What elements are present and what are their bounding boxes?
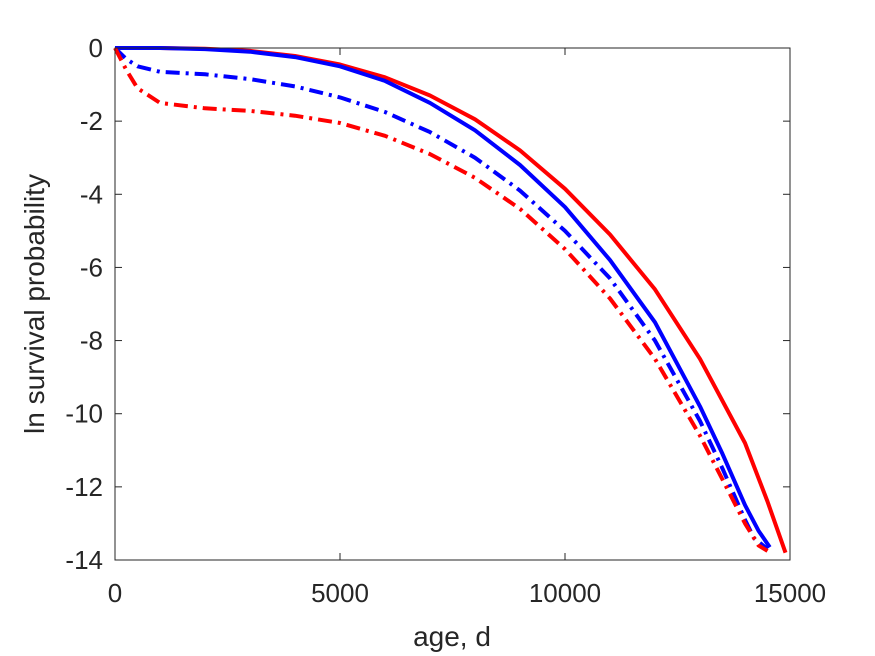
axes-box — [114, 47, 791, 561]
x-axis-title: age, d — [413, 621, 491, 652]
y-tick-label: -6 — [80, 252, 103, 282]
y-tick-label: -12 — [65, 472, 103, 502]
series-line-3 — [113, 46, 769, 551]
plot-background — [115, 48, 790, 560]
series-line-4 — [113, 47, 769, 553]
y-tick-label: 0 — [89, 33, 103, 63]
y-tick-label: -4 — [80, 179, 103, 209]
y-tick-label: -2 — [80, 106, 103, 136]
y-tick-label: -14 — [65, 545, 103, 575]
y-tick-label: -10 — [65, 399, 103, 429]
series-line-2 — [115, 46, 772, 549]
plot-area — [115, 48, 790, 560]
axes-layer — [114, 47, 791, 561]
x-tick-label: 5000 — [311, 578, 369, 608]
x-tick-label: 0 — [108, 578, 122, 608]
y-axis-title: ln survival probability — [19, 174, 50, 434]
x-tick-label: 10000 — [529, 578, 601, 608]
y-tick-label: -8 — [80, 326, 103, 356]
tick-labels: 0 5000 10000 15000 0 -2 -4 -6 -8 -10 -12 -14 — [65, 33, 826, 608]
x-tick-label: 15000 — [754, 578, 826, 608]
series-layer — [113, 46, 788, 554]
